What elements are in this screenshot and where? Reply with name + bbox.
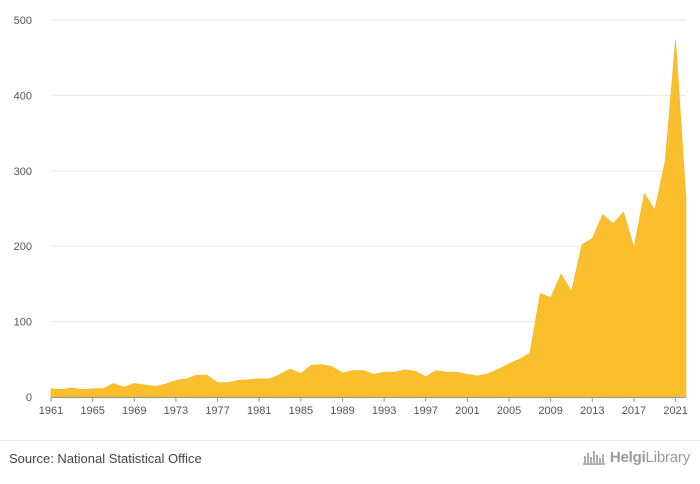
x-tick-label: 2013 (580, 405, 604, 417)
x-tick-label: 2021 (663, 405, 687, 417)
x-tick-label: 1961 (39, 405, 63, 417)
y-tick-label: 200 (14, 241, 32, 253)
y-tick-label: 0 (26, 392, 32, 404)
x-tick-label: 1993 (372, 405, 396, 417)
y-tick-label: 500 (14, 15, 32, 27)
x-tick-label: 1997 (414, 405, 438, 417)
x-tick-label: 2005 (497, 405, 521, 417)
footer: Source: National Statistical Office Helg… (0, 440, 700, 484)
helgi-library-logo[interactable]: HelgiLibrary (582, 447, 690, 467)
area-series (50, 39, 687, 398)
x-tick-label: 1965 (80, 405, 104, 417)
x-tick-label: 1989 (330, 405, 354, 417)
x-tick-label: 2001 (455, 405, 479, 417)
logo-text-regular: Library (645, 448, 691, 466)
source-note: Source: National Statistical Office (9, 451, 202, 466)
x-tick-label: 2017 (622, 405, 646, 417)
y-tick-label: 300 (14, 166, 32, 178)
logo-text-bold: Helgi (609, 448, 646, 466)
y-tick-label: 100 (14, 317, 32, 329)
x-tick-label: 2009 (538, 405, 562, 417)
x-tick-label: 1985 (289, 405, 313, 417)
x-tick-label: 1973 (164, 405, 188, 417)
helgi-library-logo-icon (582, 451, 605, 465)
y-tick-label: 400 (14, 90, 32, 102)
x-tick-label: 1969 (122, 405, 146, 417)
x-tick-label: 1977 (205, 405, 229, 417)
area-chart: 1961 1965 1969 1973 1977 1981 1985 1989 1993 1997… (14, 15, 688, 417)
logo-wordmark: HelgiLibrary (610, 449, 690, 466)
x-tick-label: 1981 (247, 405, 271, 417)
